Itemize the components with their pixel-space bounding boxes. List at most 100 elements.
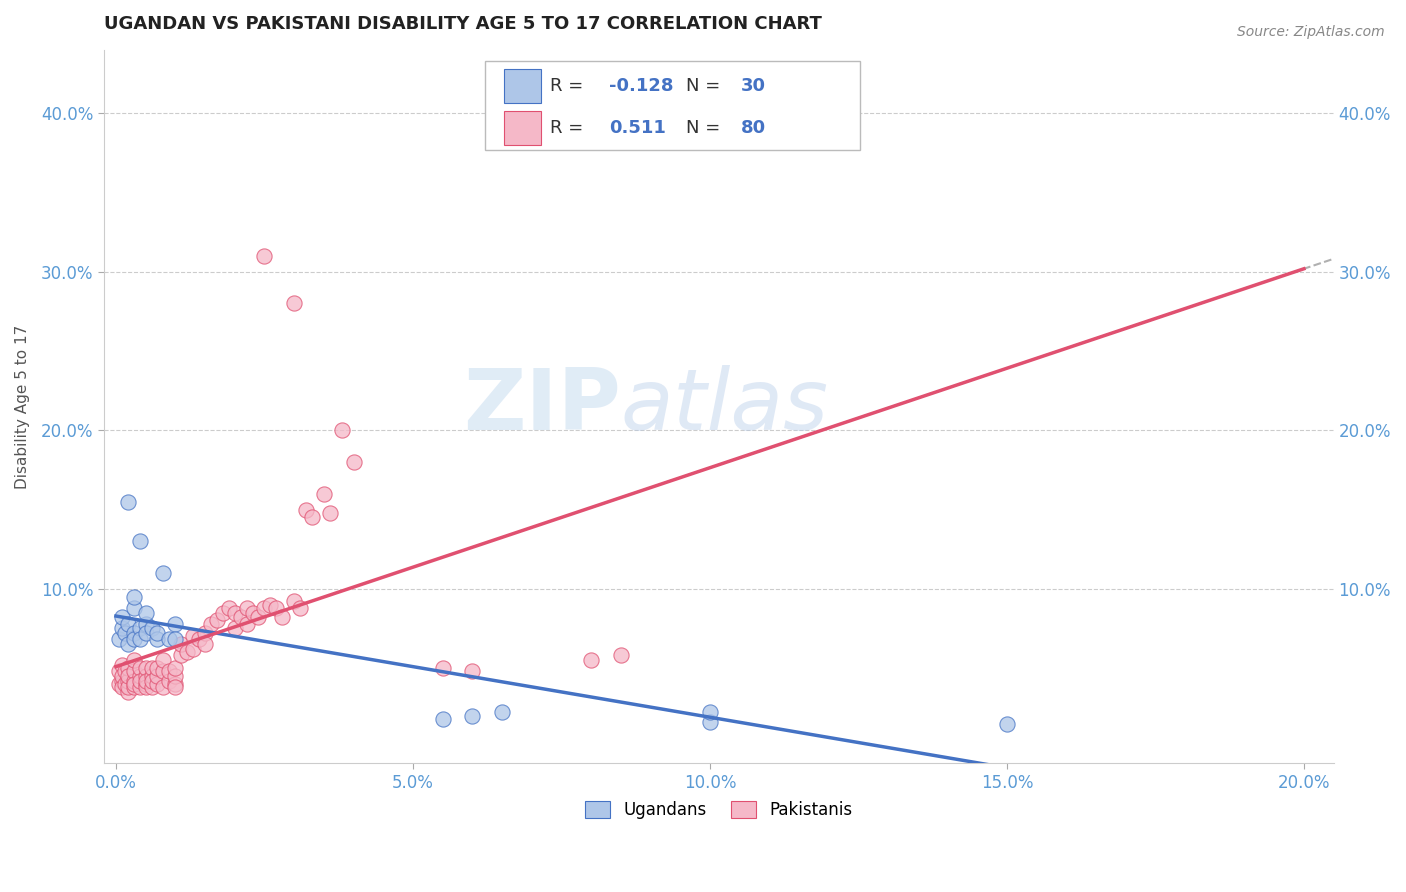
Point <box>117 494 139 508</box>
Point <box>342 455 364 469</box>
Point <box>330 423 353 437</box>
Point <box>242 606 264 620</box>
Y-axis label: Disability Age 5 to 17: Disability Age 5 to 17 <box>15 325 30 489</box>
Point <box>135 677 157 691</box>
FancyBboxPatch shape <box>503 111 540 145</box>
Point <box>253 600 276 615</box>
Point <box>165 680 187 694</box>
Point <box>259 598 281 612</box>
Text: UGANDAN VS PAKISTANI DISABILITY AGE 5 TO 17 CORRELATION CHART: UGANDAN VS PAKISTANI DISABILITY AGE 5 TO… <box>104 15 823 33</box>
Point <box>122 677 145 691</box>
Point <box>114 626 136 640</box>
Text: Source: ZipAtlas.com: Source: ZipAtlas.com <box>1237 25 1385 39</box>
Point <box>117 680 139 694</box>
Point <box>152 653 174 667</box>
Point <box>111 657 134 672</box>
Point <box>461 708 484 723</box>
Point <box>995 716 1018 731</box>
Point <box>128 669 150 683</box>
Point <box>271 610 294 624</box>
Point <box>111 621 134 635</box>
Point <box>114 664 136 678</box>
Point <box>108 677 131 691</box>
Point <box>181 629 204 643</box>
Point <box>152 664 174 678</box>
Point <box>610 648 633 663</box>
Point <box>157 673 180 688</box>
Point <box>699 706 721 720</box>
Point <box>200 616 222 631</box>
Text: atlas: atlas <box>620 365 828 448</box>
Point <box>122 680 145 694</box>
Point <box>194 637 217 651</box>
Point <box>176 645 198 659</box>
Point <box>122 664 145 678</box>
Point <box>157 632 180 647</box>
Point <box>135 673 157 688</box>
Point <box>128 661 150 675</box>
Point <box>128 621 150 635</box>
Point <box>194 626 217 640</box>
Point <box>235 600 257 615</box>
Point <box>117 637 139 651</box>
Point <box>288 600 311 615</box>
Text: 0.511: 0.511 <box>609 119 666 137</box>
Point <box>146 661 169 675</box>
Point <box>235 616 257 631</box>
Point <box>111 610 134 624</box>
Text: ZIP: ZIP <box>463 365 620 448</box>
Text: -0.128: -0.128 <box>609 78 673 95</box>
Point <box>128 680 150 694</box>
Point <box>146 626 169 640</box>
Point <box>117 616 139 631</box>
Point <box>319 506 342 520</box>
Point <box>165 632 187 647</box>
Point <box>135 661 157 675</box>
Point <box>188 632 211 647</box>
Point <box>141 680 163 694</box>
Point <box>170 637 193 651</box>
Point <box>579 653 602 667</box>
Point <box>117 661 139 675</box>
Point <box>135 669 157 683</box>
Point <box>108 632 131 647</box>
Point <box>117 685 139 699</box>
Legend: Ugandans, Pakistanis: Ugandans, Pakistanis <box>578 795 859 826</box>
Point <box>283 594 305 608</box>
Point <box>111 669 134 683</box>
Point <box>312 486 335 500</box>
Point <box>283 296 305 310</box>
Text: R =: R = <box>550 78 583 95</box>
Point <box>432 712 454 726</box>
Point <box>122 673 145 688</box>
Point <box>141 669 163 683</box>
Point <box>224 606 246 620</box>
Point <box>135 606 157 620</box>
Point <box>181 642 204 657</box>
Point <box>699 714 721 729</box>
Point <box>141 661 163 675</box>
Point <box>229 610 252 624</box>
Text: R =: R = <box>550 119 583 137</box>
Point <box>301 510 323 524</box>
Point <box>141 673 163 688</box>
Point <box>135 626 157 640</box>
Point <box>247 610 270 624</box>
Point <box>205 614 228 628</box>
Text: N =: N = <box>686 78 720 95</box>
Point <box>114 677 136 691</box>
Point <box>211 606 233 620</box>
Point <box>461 664 484 678</box>
Point <box>141 621 163 635</box>
Point <box>146 669 169 683</box>
Point <box>152 566 174 580</box>
Point <box>224 621 246 635</box>
Point <box>117 669 139 683</box>
Point <box>218 600 240 615</box>
Point <box>135 680 157 694</box>
Point <box>253 249 276 263</box>
Point <box>491 706 513 720</box>
Point <box>295 502 318 516</box>
Text: 30: 30 <box>741 78 766 95</box>
Point <box>111 673 134 688</box>
